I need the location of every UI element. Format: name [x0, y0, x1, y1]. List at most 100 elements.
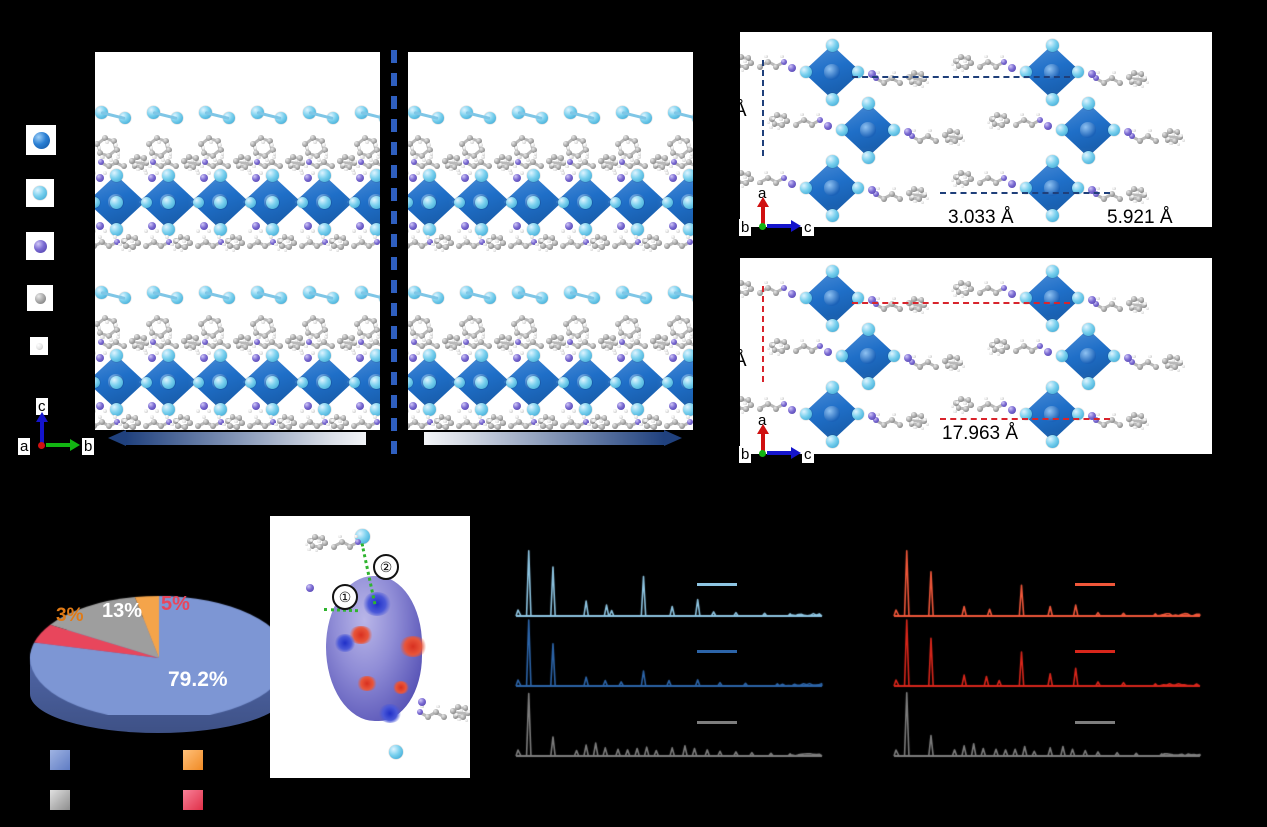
- atom-hal: [826, 209, 839, 222]
- atom-hal: [475, 349, 488, 362]
- atom-h: [254, 235, 258, 239]
- atom-h: [547, 420, 551, 424]
- pie-legend-swatch-4: [183, 790, 203, 810]
- atom-h: [252, 345, 256, 349]
- atom-key-item-hydrogen: [30, 337, 48, 355]
- atom-h: [743, 176, 747, 180]
- atom-c: [123, 243, 129, 249]
- atom-h: [767, 121, 771, 125]
- atom-h: [959, 134, 963, 138]
- atom-h: [207, 409, 211, 413]
- atom-h: [626, 320, 630, 324]
- atom-h: [217, 235, 221, 239]
- atom-c: [801, 343, 807, 349]
- axis-arrowhead-a-top: [757, 197, 769, 207]
- atom-hal: [408, 377, 413, 388]
- atom-hal: [610, 197, 621, 208]
- atom-n: [513, 354, 521, 362]
- atom-h: [956, 59, 960, 63]
- atom-h: [779, 118, 783, 122]
- atom-h: [624, 409, 628, 413]
- contact-dashed-line: [852, 302, 1070, 304]
- atom-h: [1177, 369, 1181, 373]
- atom-c: [486, 343, 492, 349]
- atom-c: [143, 243, 149, 249]
- atom-hal: [266, 349, 279, 362]
- atom-c: [1153, 364, 1159, 370]
- atom-c: [575, 343, 581, 349]
- atom-h: [411, 235, 415, 239]
- atom-h: [269, 235, 273, 239]
- atom-h: [987, 121, 991, 125]
- atom-n: [824, 122, 832, 130]
- atom-c: [359, 419, 365, 425]
- atom-hal: [162, 376, 175, 389]
- atom-h: [928, 129, 932, 133]
- atom-h: [764, 171, 768, 175]
- atom-h: [642, 248, 646, 252]
- atom-c: [977, 406, 983, 412]
- atom-h: [533, 155, 537, 159]
- atom-c: [495, 424, 501, 430]
- atom-h: [644, 239, 648, 243]
- atom-c: [299, 423, 305, 429]
- atom-h: [779, 344, 783, 348]
- atom-c: [436, 423, 442, 429]
- atom-c: [590, 163, 596, 169]
- atom-h: [376, 335, 380, 339]
- atom-c: [774, 112, 780, 118]
- atom-h: [951, 63, 955, 67]
- atom-c: [575, 243, 581, 249]
- atom-h: [1000, 397, 1004, 401]
- atom-h: [1141, 427, 1145, 431]
- atom-c: [568, 419, 574, 425]
- atom-h: [963, 402, 967, 406]
- atom-h: [567, 415, 571, 419]
- atom-c: [784, 344, 790, 350]
- atom-h: [308, 335, 312, 339]
- esp-molecule: [270, 516, 470, 778]
- atom-hal: [579, 169, 592, 182]
- distance-label-17968: 17.968 Å: [925, 14, 1001, 36]
- atom-h: [175, 419, 179, 423]
- atom-hal: [162, 403, 175, 416]
- atom-h: [621, 155, 625, 159]
- atom-hal: [527, 223, 540, 236]
- atom-c: [158, 423, 164, 429]
- atom-h: [408, 409, 409, 413]
- atom-c: [809, 122, 815, 128]
- xrd-traces-blue: [492, 528, 832, 778]
- atom-c: [158, 343, 164, 349]
- atom-c: [234, 244, 240, 250]
- atom-c: [881, 80, 887, 86]
- atom-hal: [579, 403, 592, 416]
- atom-hal: [245, 377, 256, 388]
- atom-h: [1146, 81, 1150, 85]
- atom-c: [897, 196, 903, 202]
- atom-hal: [862, 377, 875, 390]
- atom-c: [958, 54, 964, 60]
- atom-h: [213, 158, 217, 162]
- atom-c: [351, 423, 357, 429]
- atom-hal: [1108, 124, 1120, 136]
- atom-h: [574, 140, 578, 144]
- atom-hal: [558, 197, 569, 208]
- atom-h: [690, 332, 693, 336]
- atom-h: [534, 332, 538, 336]
- atom-h: [277, 248, 281, 252]
- atom-h: [326, 243, 330, 247]
- axis-triad-packing-top: a b c: [736, 185, 820, 245]
- atom-h: [356, 165, 360, 169]
- atom-h: [479, 143, 483, 147]
- atom-h: [764, 55, 768, 59]
- pie-legend: [50, 750, 250, 812]
- atom-hal: [349, 377, 360, 388]
- atom-h: [363, 351, 367, 355]
- atom-key-item-pb: [26, 125, 60, 155]
- atom-h: [292, 348, 296, 352]
- atom-h: [665, 409, 669, 413]
- atom-hal: [389, 745, 403, 759]
- distance-label-3033: 3.033 Å: [948, 207, 1014, 229]
- atom-hal: [1072, 66, 1084, 78]
- atom-c: [299, 243, 305, 249]
